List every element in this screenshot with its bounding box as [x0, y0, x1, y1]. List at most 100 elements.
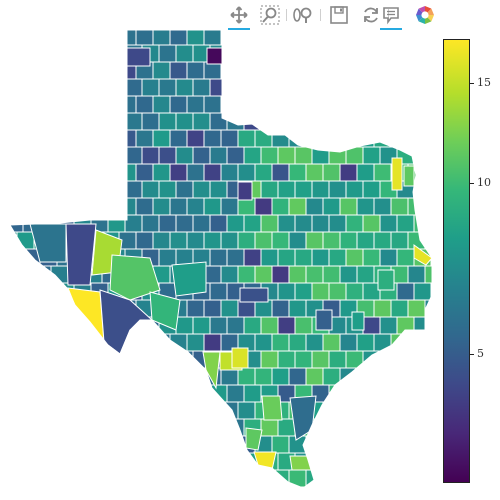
county-cell[interactable] [152, 197, 171, 216]
county-cell[interactable] [379, 384, 398, 403]
county-cell[interactable] [396, 44, 415, 63]
county-cell[interactable] [424, 197, 442, 216]
county-cell[interactable] [305, 28, 324, 46]
county-cell[interactable] [305, 435, 324, 454]
county-cell[interactable] [271, 28, 290, 46]
county-cell[interactable] [107, 384, 126, 403]
county-cell[interactable] [220, 129, 239, 148]
county-cell[interactable] [101, 129, 120, 148]
county-cell[interactable] [254, 265, 273, 284]
county-cell[interactable] [379, 248, 398, 267]
county-cell[interactable] [56, 384, 75, 403]
county-cell[interactable] [424, 333, 442, 352]
county-cell[interactable] [226, 486, 245, 500]
county-cell[interactable] [379, 112, 398, 131]
county-cell[interactable] [152, 469, 171, 488]
county-cell[interactable] [6, 112, 24, 131]
county-cell[interactable] [22, 486, 41, 500]
county-cell[interactable] [390, 129, 409, 148]
county-cell[interactable] [362, 146, 381, 165]
county-cell[interactable] [6, 486, 24, 500]
county-cell[interactable] [220, 401, 239, 420]
county-cell[interactable] [220, 265, 239, 284]
county-cell[interactable] [22, 350, 41, 369]
county-cell[interactable] [424, 469, 442, 488]
county-cell[interactable] [226, 316, 245, 335]
county-cell[interactable] [424, 299, 442, 318]
county-cell[interactable] [203, 28, 222, 46]
county-cell[interactable] [141, 418, 160, 437]
county-cell[interactable] [345, 180, 364, 199]
county-cell[interactable] [67, 287, 105, 344]
county-cell[interactable] [226, 248, 245, 267]
county-cell[interactable] [243, 214, 262, 233]
county-cell[interactable] [345, 452, 364, 471]
county-cell[interactable] [407, 299, 426, 318]
county-cell[interactable] [16, 95, 35, 114]
pan-icon[interactable] [226, 2, 252, 30]
county-cell[interactable] [277, 112, 296, 131]
county-cell[interactable] [107, 214, 126, 233]
county-cell[interactable] [16, 61, 35, 80]
county-cell[interactable] [152, 95, 171, 114]
county-cell[interactable] [373, 28, 392, 46]
county-cell[interactable] [271, 469, 290, 488]
county-cell[interactable] [84, 435, 103, 454]
county-cell[interactable] [135, 401, 154, 420]
county-cell[interactable] [413, 486, 432, 500]
county-cell[interactable] [56, 316, 75, 335]
county-cell[interactable] [373, 401, 392, 420]
county-cell[interactable] [33, 299, 52, 318]
county-cell[interactable] [254, 28, 273, 46]
county-cell[interactable] [0, 129, 18, 148]
county-cell[interactable] [322, 333, 341, 352]
county-cell[interactable] [220, 28, 239, 46]
wheel-zoom-icon[interactable] [290, 2, 316, 28]
county-cell[interactable] [237, 367, 256, 386]
county-cell[interactable] [6, 282, 24, 301]
county-cell[interactable] [158, 214, 177, 233]
county-cell[interactable] [73, 486, 92, 500]
county-cell[interactable] [203, 129, 222, 148]
county-cell[interactable] [288, 265, 307, 284]
county-cell[interactable] [56, 486, 75, 500]
county-cell[interactable] [158, 486, 177, 500]
county-cell[interactable] [277, 486, 296, 500]
county-cell[interactable] [294, 350, 313, 369]
county-cell[interactable] [305, 163, 324, 182]
county-cell[interactable] [288, 197, 307, 216]
county-cell[interactable] [118, 435, 137, 454]
county-cell[interactable] [135, 435, 154, 454]
county-cell[interactable] [311, 452, 330, 471]
county-cell[interactable] [322, 435, 341, 454]
county-cell[interactable] [243, 146, 262, 165]
county-cell[interactable] [271, 163, 290, 182]
county-cell[interactable] [209, 146, 228, 165]
county-cell[interactable] [107, 146, 126, 165]
county-cell[interactable] [186, 129, 205, 148]
county-cell[interactable] [356, 61, 375, 80]
county-cell[interactable] [277, 350, 296, 369]
county-cell[interactable] [424, 265, 442, 284]
county-cell[interactable] [0, 367, 18, 386]
county-cell[interactable] [424, 61, 442, 80]
county-cell[interactable] [73, 418, 92, 437]
county-cell[interactable] [254, 197, 273, 216]
county-cell[interactable] [124, 350, 143, 369]
county-cell[interactable] [33, 401, 52, 420]
county-cell[interactable] [305, 333, 324, 352]
county-cell[interactable] [322, 163, 341, 182]
county-cell[interactable] [33, 197, 52, 216]
county-cell[interactable] [175, 214, 194, 233]
county-cell[interactable] [390, 367, 409, 386]
county-cell[interactable] [237, 469, 256, 488]
county-cell[interactable] [328, 180, 347, 199]
county-cell[interactable] [243, 486, 262, 500]
county-cell[interactable] [294, 78, 313, 97]
county-cell[interactable] [328, 214, 347, 233]
county-cell[interactable] [390, 95, 409, 114]
county-cell[interactable] [413, 316, 432, 335]
county-cell[interactable] [169, 28, 188, 46]
county-cell[interactable] [294, 316, 313, 335]
county-cell[interactable] [39, 316, 58, 335]
